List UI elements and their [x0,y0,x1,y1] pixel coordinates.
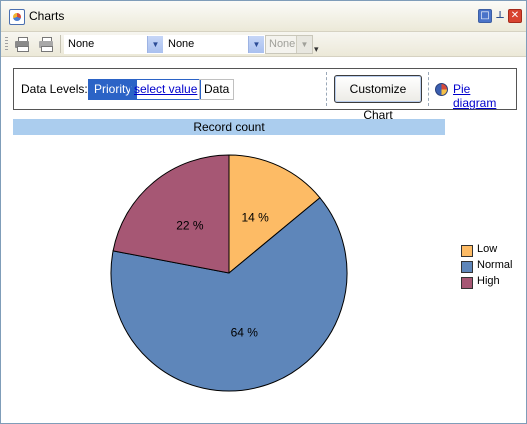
pie-slice-low[interactable] [228,154,321,275]
toolbar-separator [60,35,61,53]
print-preview-icon[interactable] [38,36,54,52]
panel-divider [428,72,429,106]
pie-diagram-link[interactable]: Pie diagram [453,82,497,110]
pin-icon[interactable]: ⊥ [495,10,505,21]
data-levels-panel: Data Levels: Priority select value Data … [13,68,517,122]
select-value-link[interactable]: select value [130,79,202,100]
data-level-chip[interactable]: Data [199,79,235,100]
chevron-down-icon[interactable]: ▼ [147,36,163,53]
pie-slice-label-low: 14 % [241,210,269,224]
restore-button[interactable]: □ [478,9,492,23]
toolbar-overflow-icon[interactable]: ▾ [314,44,319,54]
argument-combo-value: None [168,38,195,50]
series-combo[interactable]: None ▼ [64,35,164,54]
argument-combo[interactable]: None ▼ [164,35,265,54]
pie-chart-icon[interactable] [435,83,448,96]
data-levels-label: Data Levels: [21,82,88,96]
pie-slice-label-normal: 64 % [231,325,259,339]
legend-swatch [461,261,473,273]
legend-label: High [477,275,500,287]
title-bar: Charts □ ⊥ ✕ [1,1,526,32]
value-combo: None ▼ [265,35,313,54]
window-title: Charts [29,9,65,23]
panel-divider [326,72,327,106]
legend-label: Normal [477,259,513,271]
charts-app-icon [9,9,25,25]
toolbar: None ▼ None ▼ None ▼ ▾ [1,32,526,57]
print-icon[interactable] [14,36,30,52]
chevron-down-icon[interactable]: ▼ [248,36,264,53]
chart-title: Record count [13,119,445,135]
priority-level-chip[interactable]: Priority [88,79,138,100]
legend-swatch [461,245,473,257]
customize-chart-button[interactable]: Customize Chart [334,75,422,122]
legend-label: Low [477,243,498,255]
value-combo-value: None [269,38,296,50]
chevron-down-icon: ▼ [296,36,312,53]
pie-chart: 14 % 64 % 22 % [110,154,348,392]
pie-slice-high[interactable] [112,154,230,274]
pie-slice-normal[interactable] [110,197,348,392]
legend-swatch [461,277,473,289]
close-button[interactable]: ✕ [508,9,522,23]
toolbar-grip[interactable] [5,37,8,51]
series-combo-value: None [68,38,95,50]
pie-slice-label-high: 22 % [176,219,204,233]
